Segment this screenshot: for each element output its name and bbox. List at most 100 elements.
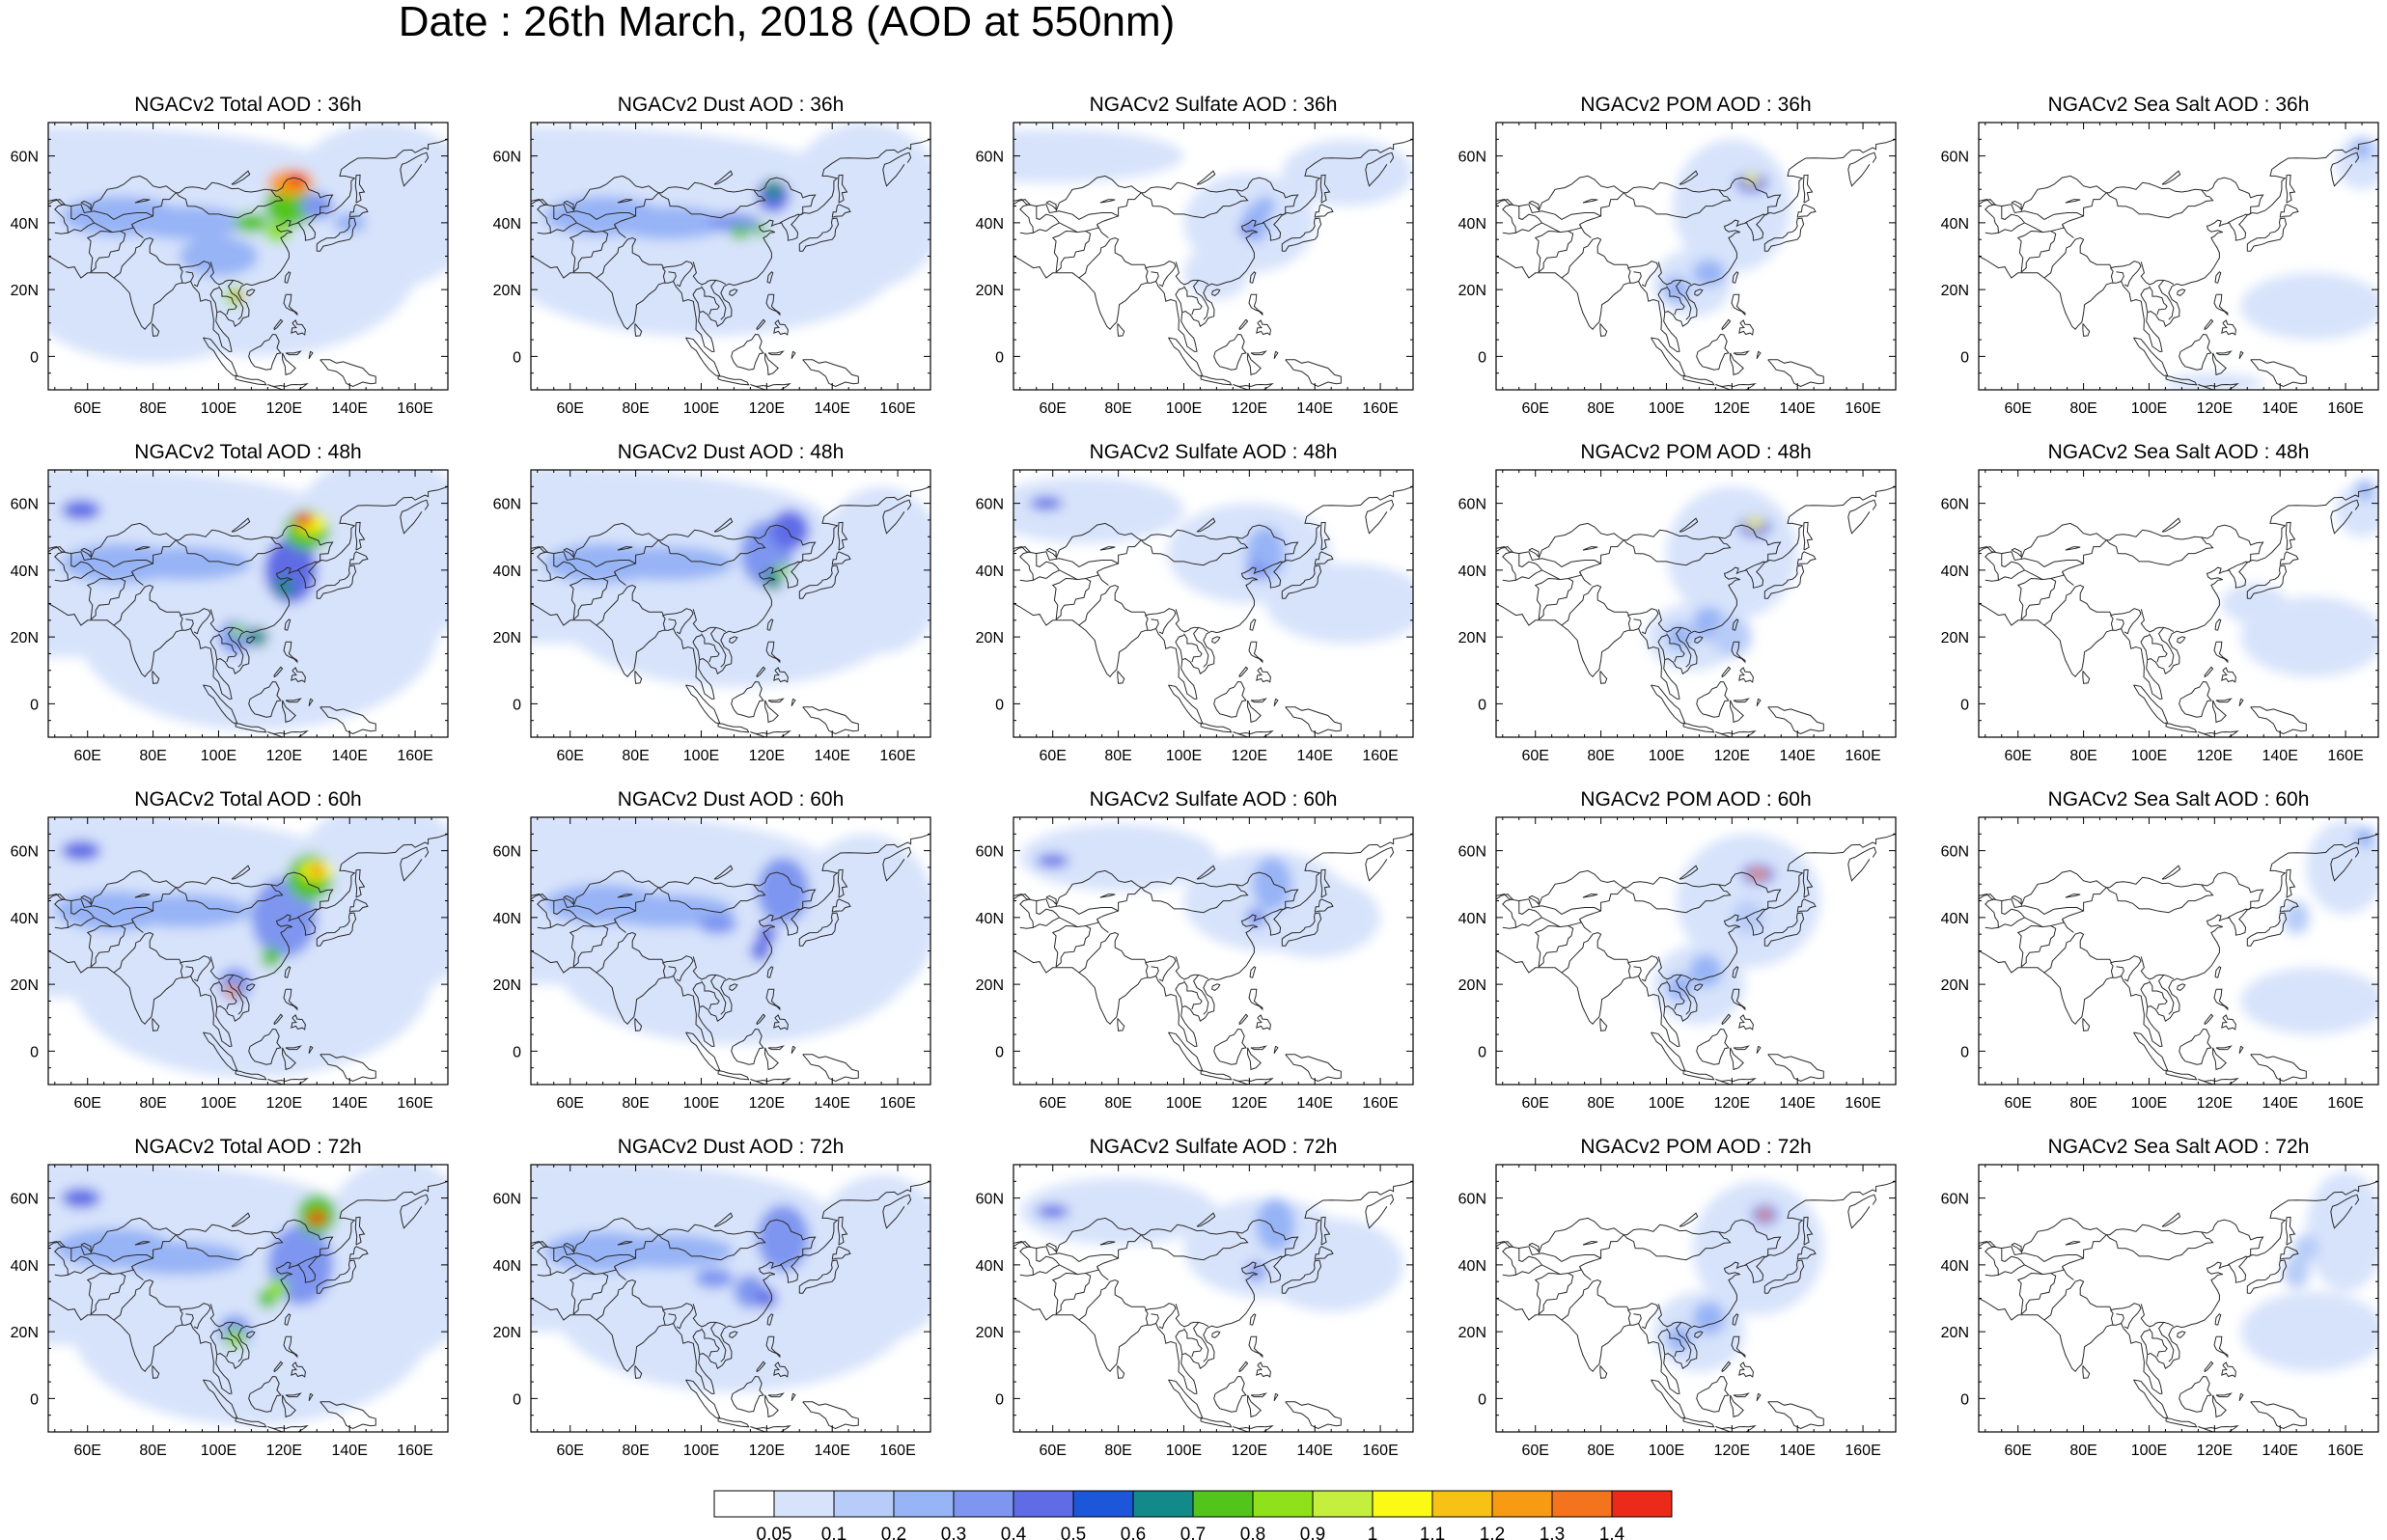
lon-tick-label: 100E [1166,748,1202,764]
lat-tick-label: 20N [11,283,39,299]
aod-hotspot [2355,827,2375,848]
aod-hotspot [698,914,737,935]
lon-tick-label: 120E [1232,748,1267,764]
aod-field [48,817,448,1085]
lat-tick-label: 40N [493,1258,521,1275]
aod-field [1979,1165,2378,1432]
colorbar: 0.05 0.1 0.2 0.3 0.4 0.5 0.6 0.7 0.8 0.9 1 1.1 1.2 1.… [713,1490,1673,1540]
axis-ticks [1496,816,1897,1086]
lon-tick-label: 140E [2262,748,2298,764]
coastlines [1013,1180,1413,1432]
map-panel: NGACv2 Dust AOD : 48h 60E 80E 100E 120E 140E 1… [493,441,931,764]
figure-title: Date : 26th March, 2018 (AOD at 550nm) [398,0,1176,45]
aod-region [2240,967,2378,1035]
lon-tick-label: 80E [1104,1443,1131,1459]
aod-hotspot [287,172,308,186]
lat-tick-label: 40N [11,911,39,927]
axis-ticks [531,816,931,1086]
panel-title: NGACv2 Sulfate AOD : 60h [1090,788,1338,811]
lat-tick-label: 20N [1941,630,1969,646]
colorbar-swatch [1072,1490,1134,1518]
aod-hotspot [1748,868,1768,880]
lon-tick-label: 100E [683,1095,719,1112]
aod-field [48,123,448,390]
lat-tick-label: 60N [1941,150,1969,166]
colorbar-swatch [1013,1490,1074,1518]
lat-tick-label: 40N [1458,1258,1486,1275]
lon-tick-label: 140E [815,1443,850,1459]
aod-hotspot [1758,1209,1772,1221]
map-panel: NGACv2 Dust AOD : 60h 60E 80E 100E 120E 140E 1… [493,788,931,1112]
aod-region [1013,128,1184,183]
lat-tick-label: 60N [1458,497,1486,513]
aod-hotspot [61,1188,101,1209]
lat-tick-label: 60N [11,497,39,513]
lon-tick-label: 80E [622,748,649,764]
lon-tick-label: 160E [2327,1443,2363,1459]
aod-field [1496,1165,1896,1432]
lon-tick-label: 80E [2069,1443,2096,1459]
aod-hotspot [769,509,810,551]
lon-tick-label: 140E [2262,400,2298,417]
lon-tick-label: 80E [139,400,166,417]
lon-tick-label: 100E [1649,1443,1684,1459]
colorbar-swatch [833,1490,895,1518]
lon-tick-label: 120E [2197,400,2233,417]
panel-title: NGACv2 POM AOD : 48h [1580,441,1811,463]
lon-tick-label: 120E [749,1095,785,1112]
map-panel: NGACv2 Total AOD : 72h 60E 80E 100E 120E 140E… [11,1136,449,1459]
lat-tick-label: 20N [976,1325,1004,1341]
lat-tick-label: 0 [30,349,39,366]
panel-title: NGACv2 Total AOD : 36h [134,94,361,116]
aod-hotspot [61,500,101,520]
lat-tick-label: 40N [11,564,39,580]
lat-tick-label: 0 [1478,349,1486,366]
aod-region [1282,139,1413,206]
lon-tick-label: 120E [1714,1095,1750,1112]
lat-tick-label: 40N [1458,564,1486,580]
lon-tick-label: 60E [1521,1095,1548,1112]
lon-tick-label: 80E [1104,748,1131,764]
axis-ticks [48,469,449,738]
aod-hotspot [1711,617,1752,657]
lat-tick-label: 20N [493,977,521,994]
lon-tick-label: 60E [73,400,100,417]
lat-tick-label: 40N [11,216,39,233]
lon-tick-label: 120E [266,400,302,417]
panel-title: NGACv2 Dust AOD : 60h [618,788,845,811]
aod-region [2240,1291,2378,1372]
lon-tick-label: 160E [1845,400,1880,417]
lon-tick-label: 100E [201,1443,236,1459]
lat-tick-label: 20N [493,1325,521,1341]
aod-hotspot [1245,560,1266,581]
aod-hotspot [750,941,770,961]
lon-tick-label: 60E [73,748,100,764]
lat-tick-label: 40N [976,216,1004,233]
coastlines [531,833,930,1085]
lat-tick-label: 60N [976,497,1004,513]
lon-tick-label: 140E [1297,1095,1333,1112]
aod-hotspot [267,1278,288,1299]
lon-tick-label: 120E [266,748,302,764]
lon-tick-label: 80E [622,1443,649,1459]
aod-hotspot [1743,174,1761,185]
aod-hotspot [1252,857,1292,911]
aod-region [1265,563,1413,645]
aod-region [783,123,930,290]
lat-tick-label: 0 [1478,697,1486,713]
aod-hotspot [757,857,810,924]
map-panel: NGACv2 POM AOD : 72h 60E 80E 100E 120E 140E 16… [1458,1136,1897,1459]
lon-tick-label: 100E [1166,1443,1202,1459]
lat-tick-label: 20N [976,630,1004,646]
panel-title: NGACv2 Sulfate AOD : 48h [1090,441,1338,463]
lon-tick-label: 60E [556,748,583,764]
lon-tick-label: 80E [139,1443,166,1459]
lon-tick-label: 60E [1521,748,1548,764]
colorbar-swatch [1611,1490,1673,1518]
lon-tick-label: 60E [1039,1095,1066,1112]
lat-tick-label: 0 [995,1044,1004,1060]
aod-hotspot [1692,1301,1726,1335]
map-panel: NGACv2 Dust AOD : 36h 60E 80E 100E 120E 140E 1… [493,94,931,417]
lon-tick-label: 120E [1232,400,1267,417]
lat-tick-label: 20N [976,283,1004,299]
